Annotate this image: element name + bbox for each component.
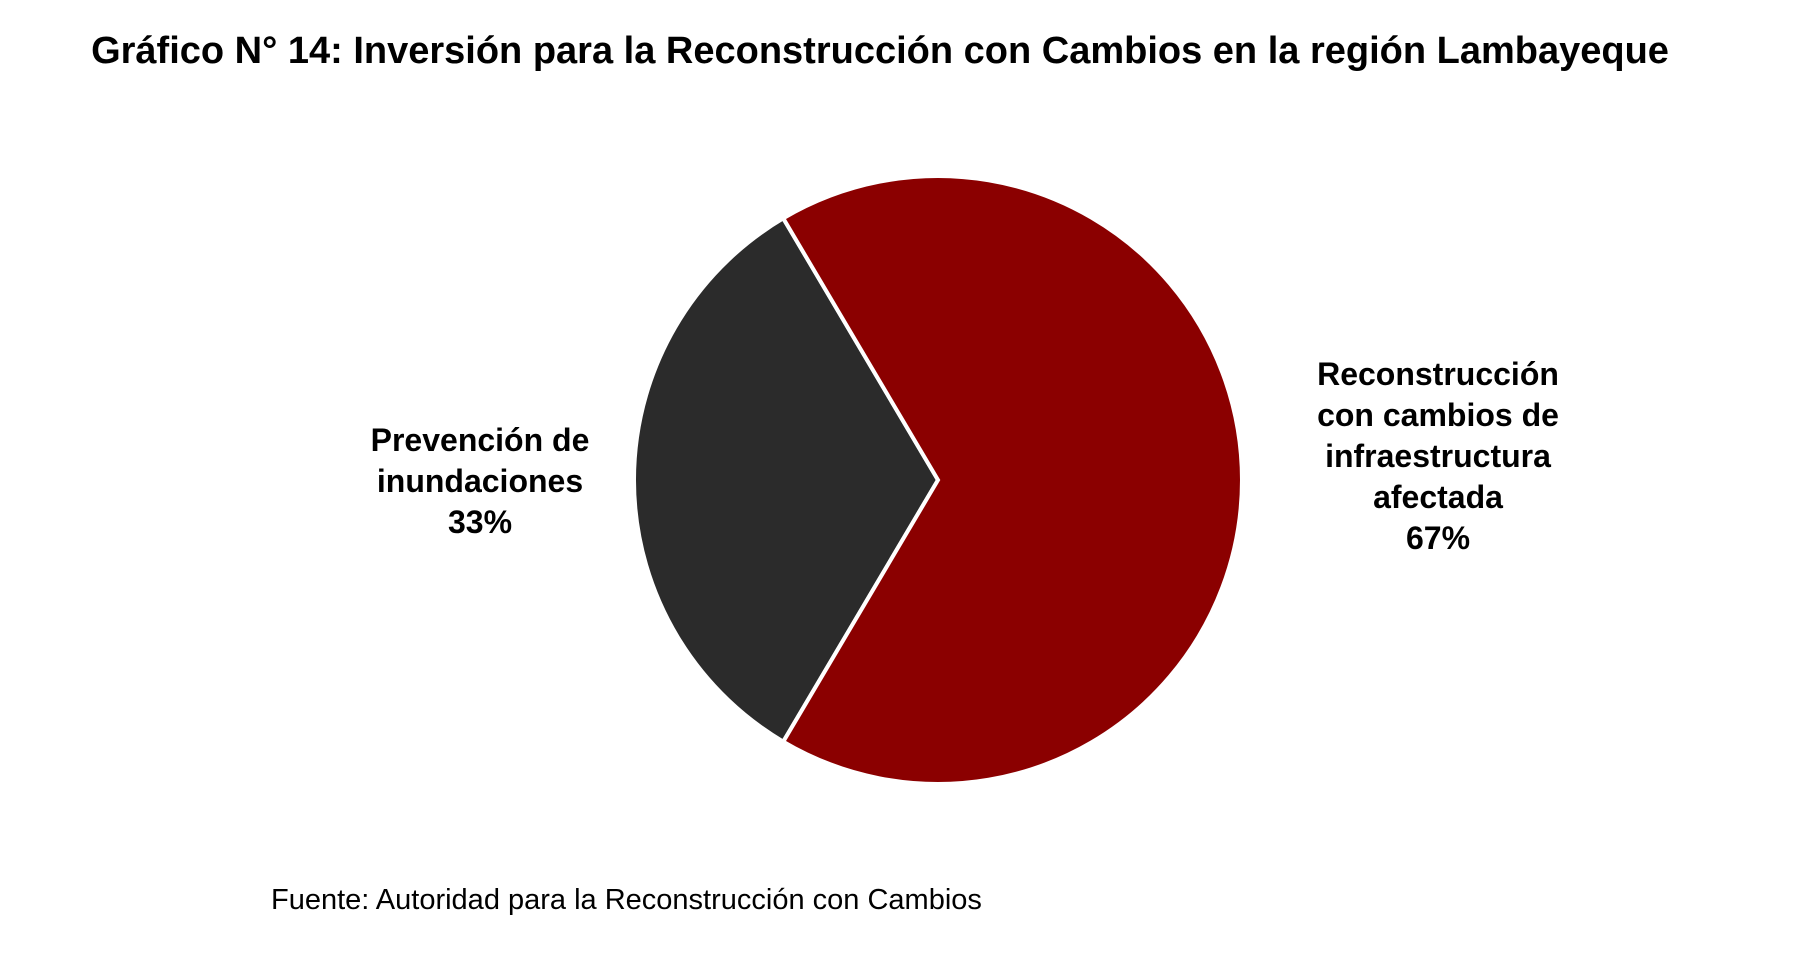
- slice-label-line: Reconstrucción: [1317, 356, 1559, 392]
- slice-label-line: inundaciones: [376, 463, 584, 499]
- slice-label-line: con cambios de: [1317, 397, 1559, 433]
- slice-percent-label: 33%: [447, 504, 513, 540]
- slice-label-line: afectada: [1373, 479, 1503, 515]
- slice-label-line: infraestructura: [1325, 438, 1551, 474]
- slice-label-prevencion: Prevención de inundaciones 33%: [330, 420, 630, 543]
- slice-label-line: Prevención de: [370, 422, 590, 458]
- slice-percent-label: 67%: [1405, 520, 1471, 556]
- chart-title: Gráfico N° 14: Inversión para la Reconst…: [91, 30, 1669, 72]
- pie-slice-1: [780, 174, 1244, 786]
- source-note: Fuente: Autoridad para la Reconstrucción…: [271, 884, 982, 916]
- pie-slice-0: [631, 215, 941, 745]
- slice-label-reconstruccion: Reconstrucción con cambios de infraestru…: [1268, 354, 1608, 559]
